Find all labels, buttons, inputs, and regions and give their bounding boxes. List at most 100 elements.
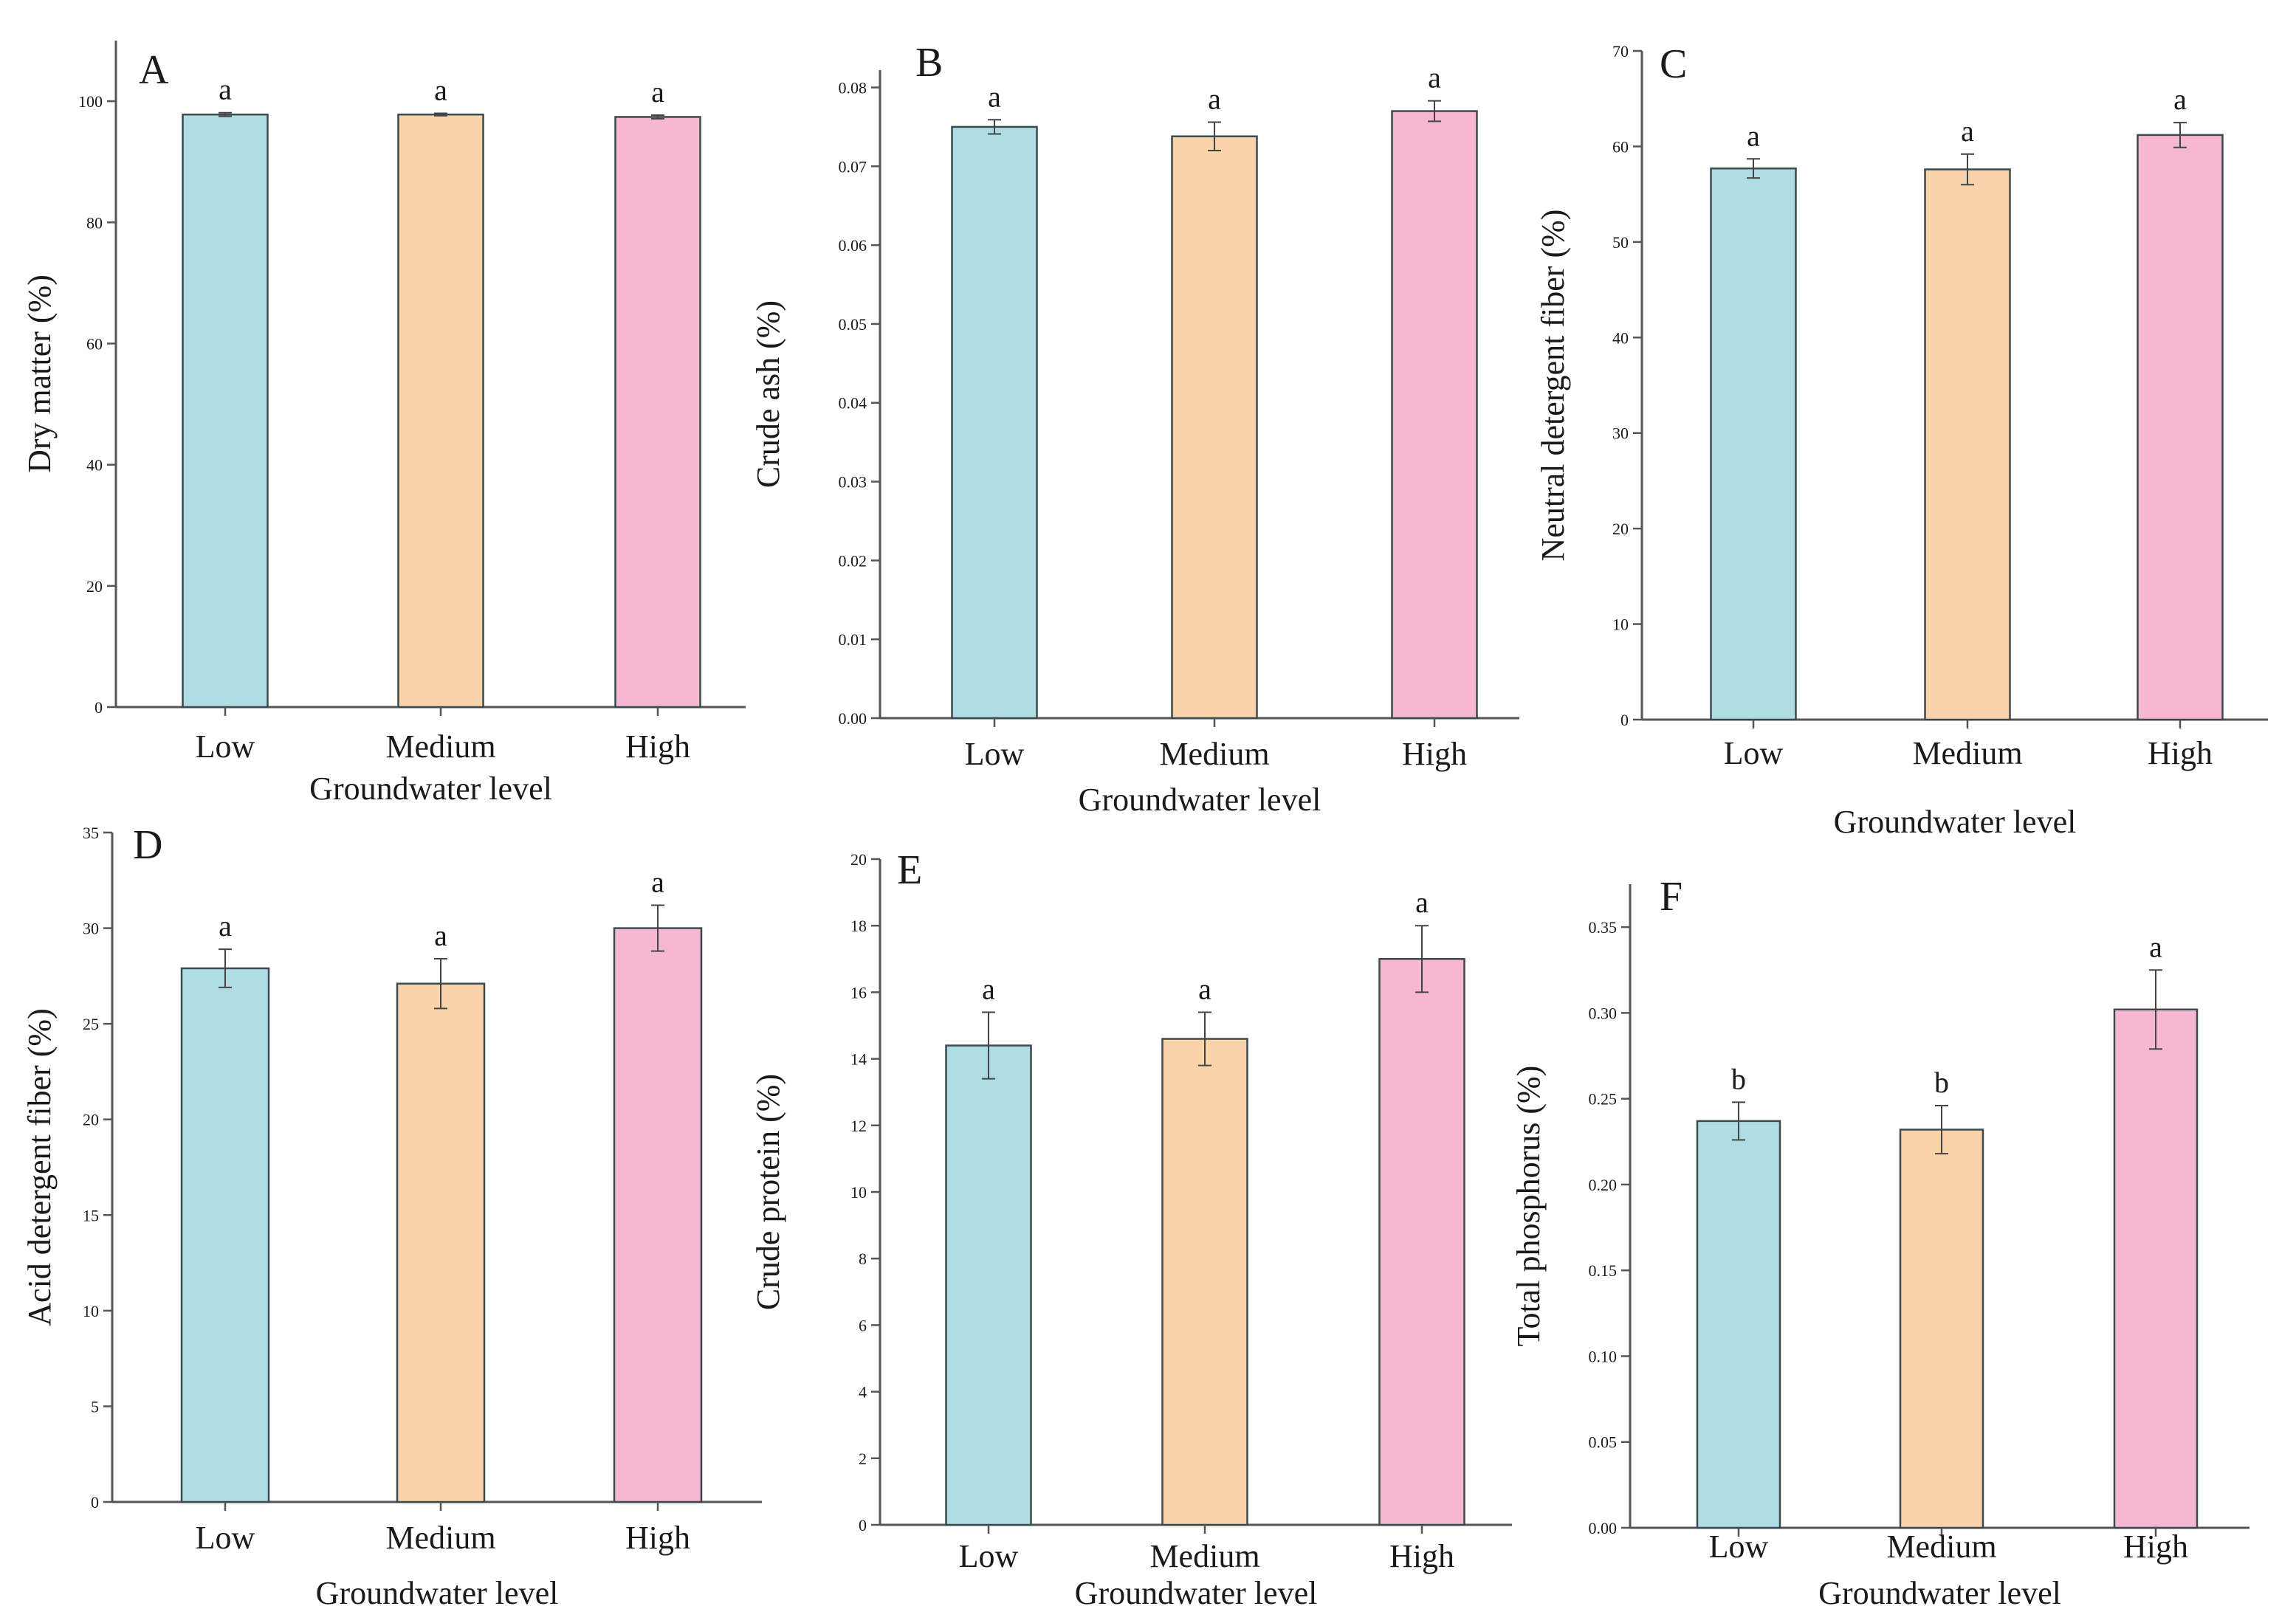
significance-label-b-medium: a	[1208, 82, 1221, 115]
bar-b-medium	[1171, 135, 1258, 720]
panel-f: 0.00 0.05 0.10 0.15 0.20 0.25 0.30 0.35 b Low b Med…	[1510, 874, 2249, 1611]
error-bar-e-high	[1415, 925, 1429, 993]
x-tick-label-f-medium: Medium	[1886, 1529, 1996, 1565]
y-tick-label-d: 30	[83, 920, 99, 938]
y-tick-label-e: 8	[859, 1250, 867, 1268]
bar-e-medium	[1161, 1038, 1248, 1526]
y-tick-label-b: 0.05	[839, 315, 867, 334]
y-tick-label-b: 0.00	[839, 709, 867, 728]
y-tick-label-d: 15	[83, 1206, 99, 1224]
y-tick-label-e: 6	[859, 1316, 867, 1334]
error-bar-c-medium	[1961, 153, 1974, 186]
panel-letter-a: A	[139, 47, 169, 93]
bar-c-medium	[1924, 168, 2011, 721]
x-axis-title-f: Groundwater level	[1818, 1575, 2061, 1611]
y-tick-label-b: 0.04	[839, 394, 867, 413]
y-tick-label-b: 0.08	[839, 78, 867, 97]
x-axis-title-a: Groundwater level	[309, 771, 552, 807]
significance-label-c-high: a	[2173, 83, 2187, 116]
y-tick-label-a: 100	[78, 92, 103, 111]
error-bar-e-low	[982, 1011, 995, 1080]
error-bar-c-low	[1747, 158, 1760, 179]
error-bar-b-low	[988, 119, 1001, 135]
x-tick-label-c-high: High	[2148, 735, 2213, 771]
x-tick-label-a-medium: Medium	[385, 728, 495, 765]
significance-label-b-low: a	[988, 80, 1001, 113]
significance-label-e-high: a	[1415, 886, 1429, 919]
y-tick-label-e: 4	[859, 1383, 867, 1402]
y-tick-label-d: 10	[83, 1302, 99, 1320]
error-bar-a-low	[219, 111, 232, 117]
y-tick-label-d: 5	[91, 1397, 99, 1416]
y-axis-title-e: Crude protein (%)	[750, 1074, 786, 1310]
y-tick-label-d: 25	[83, 1015, 99, 1033]
x-axis-title-e: Groundwater level	[1075, 1575, 1318, 1611]
y-tick-label-b: 0.06	[839, 236, 867, 255]
error-bar-f-low	[1732, 1101, 1745, 1141]
panel-e: 0 2 4 6 8 10 12 14 16 18 20 a Low a Medium a High Groundw…	[750, 847, 1512, 1611]
y-tick-label-f: 0.30	[1589, 1004, 1618, 1022]
error-bar-d-high	[651, 904, 664, 952]
y-tick-label-f: 0.35	[1589, 918, 1618, 937]
error-bar-d-low	[219, 948, 232, 988]
y-tick-label-f: 0.00	[1589, 1519, 1618, 1537]
y-tick-label-a: 60	[86, 334, 103, 353]
error-bar-f-high	[2149, 969, 2162, 1050]
y-axis-title-d: Acid detergent fiber (%)	[21, 1008, 58, 1326]
y-tick-label-a: 40	[86, 456, 103, 475]
y-tick-label-d: 35	[83, 824, 99, 842]
bar-d-low	[180, 967, 270, 1503]
y-tick-label-b: 0.07	[839, 157, 867, 176]
y-tick-label-e: 2	[859, 1450, 867, 1468]
significance-label-e-low: a	[982, 972, 995, 1005]
y-tick-label-a: 80	[86, 213, 103, 232]
panel-letter-b: B	[915, 40, 943, 86]
x-tick-label-f-high: High	[2123, 1529, 2188, 1565]
significance-label-a-low: a	[219, 73, 232, 106]
y-axis-title-a: Dry matter (%)	[21, 275, 58, 473]
y-tick-label-d: 0	[91, 1493, 99, 1512]
y-tick-label-f: 0.20	[1589, 1176, 1618, 1194]
x-tick-label-a-low: Low	[196, 728, 255, 765]
bar-a-low	[182, 113, 269, 709]
y-tick-label-f: 0.10	[1589, 1347, 1618, 1365]
error-bar-a-high	[651, 114, 664, 120]
x-axis-title-d: Groundwater level	[316, 1575, 559, 1611]
bar-b-low	[951, 125, 1038, 720]
significance-label-b-high: a	[1428, 61, 1441, 94]
error-bar-b-high	[1428, 100, 1441, 123]
y-tick-label-c: 50	[1612, 233, 1629, 252]
x-tick-label-b-low: Low	[965, 736, 1025, 772]
y-tick-label-e: 20	[850, 850, 867, 869]
y-tick-label-c: 60	[1612, 137, 1629, 156]
significance-label-a-medium: a	[434, 74, 447, 107]
x-tick-label-d-low: Low	[196, 1520, 255, 1556]
x-tick-label-f-low: Low	[1709, 1529, 1769, 1565]
bar-a-medium	[397, 113, 484, 709]
bar-f-high	[2113, 1008, 2199, 1529]
panel-letter-c: C	[1660, 41, 1687, 87]
bar-b-high	[1391, 110, 1478, 720]
y-tick-label-a: 0	[94, 698, 103, 717]
error-bar-f-medium	[1935, 1104, 1948, 1155]
y-tick-label-e: 18	[850, 917, 867, 935]
y-tick-label-e: 14	[850, 1050, 867, 1069]
y-tick-label-f: 0.25	[1589, 1090, 1618, 1109]
x-tick-label-d-high: High	[625, 1520, 690, 1556]
panel-d: 0 5 10 15 20 25 30 35 a Low a Medium a High Groundwate…	[21, 822, 762, 1611]
error-bar-a-medium	[434, 112, 447, 117]
bar-c-high	[2137, 134, 2224, 721]
significance-label-e-medium: a	[1198, 972, 1211, 1005]
x-tick-label-b-medium: Medium	[1159, 736, 1269, 772]
error-bar-d-medium	[434, 958, 447, 1010]
y-axis-title-c: Neutral detergent fiber (%)	[1535, 210, 1571, 562]
x-tick-label-c-low: Low	[1724, 735, 1784, 771]
bar-d-medium	[396, 982, 486, 1503]
x-axis-title-b: Groundwater level	[1079, 782, 1321, 818]
y-tick-label-a: 20	[86, 577, 103, 596]
panel-c: 0 10 20 30 40 50 60 70 a Low a Medium a High Groundwat…	[1535, 41, 2268, 840]
y-tick-label-c: 10	[1612, 616, 1629, 634]
bar-d-high	[613, 927, 703, 1503]
significance-label-c-medium: a	[1961, 114, 1974, 148]
